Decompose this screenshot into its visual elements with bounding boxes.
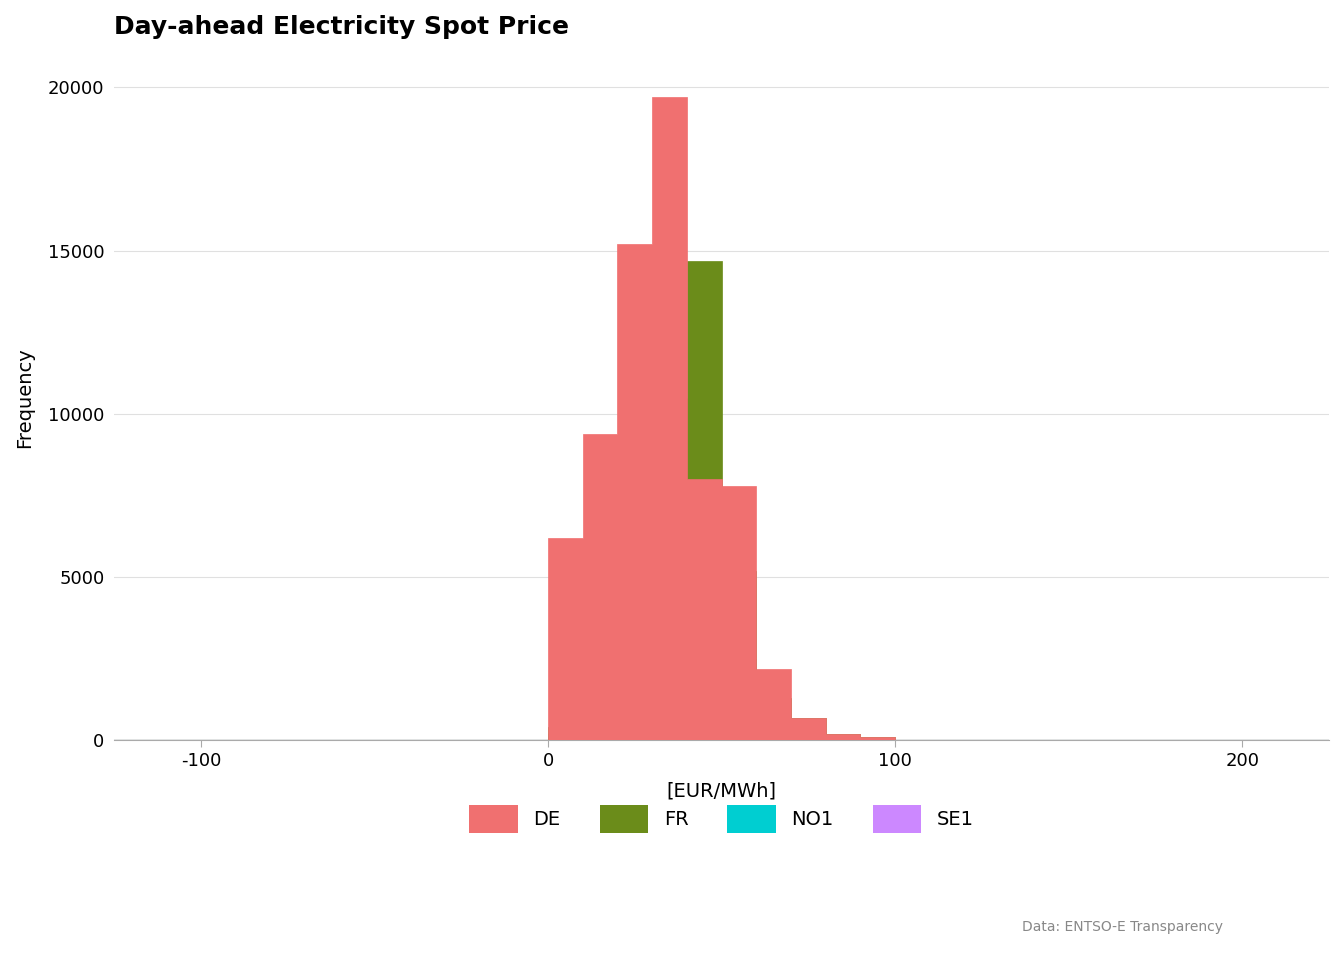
X-axis label: [EUR/MWh]: [EUR/MWh]: [667, 781, 777, 801]
Text: Day-ahead Electricity Spot Price: Day-ahead Electricity Spot Price: [114, 15, 570, 39]
Y-axis label: Frequency: Frequency: [15, 348, 34, 448]
Legend: DE, FR, NO1, SE1: DE, FR, NO1, SE1: [461, 798, 981, 840]
Text: Data: ENTSO-E Transparency: Data: ENTSO-E Transparency: [1021, 921, 1223, 934]
